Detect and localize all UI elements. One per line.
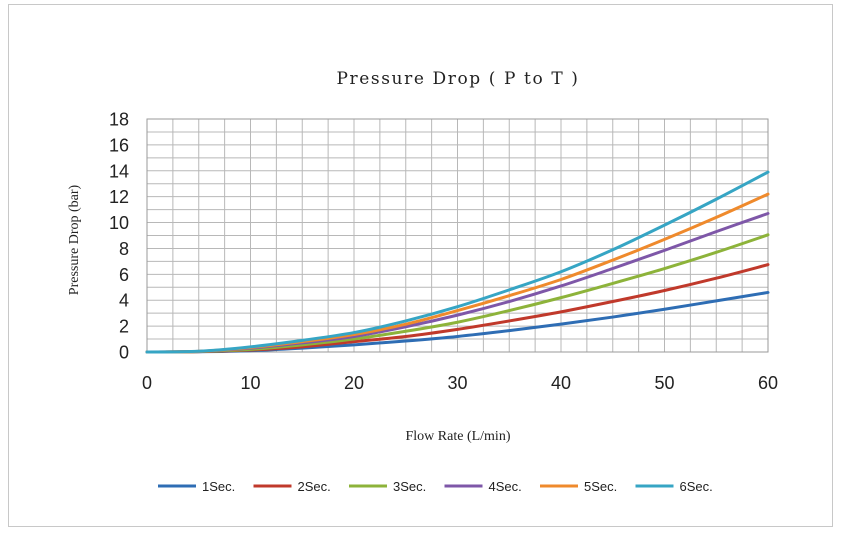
x-tick-label: 30 xyxy=(447,373,467,393)
x-tick-labels: 0 10 20 30 40 50 60 xyxy=(142,373,778,393)
y-tick-label: 12 xyxy=(109,187,129,207)
legend-label: 2Sec. xyxy=(298,479,331,494)
x-tick-label: 50 xyxy=(654,373,674,393)
y-tick-label: 16 xyxy=(109,135,129,155)
grid xyxy=(146,118,769,353)
legend-label: 1Sec. xyxy=(202,479,235,494)
y-tick-labels: 0 2 4 6 8 10 12 14 16 18 xyxy=(109,110,129,363)
x-tick-label: 60 xyxy=(758,373,778,393)
y-tick-label: 8 xyxy=(119,239,129,259)
legend-label: 5Sec. xyxy=(584,479,617,494)
legend-label: 6Sec. xyxy=(680,479,713,494)
y-tick-label: 14 xyxy=(109,161,129,181)
y-axis-label: Pressure Drop (bar) xyxy=(67,184,82,295)
x-tick-label: 10 xyxy=(240,373,260,393)
chart-frame xyxy=(8,4,833,527)
y-tick-label: 6 xyxy=(119,265,129,285)
legend-label: 3Sec. xyxy=(393,479,426,494)
series-lines xyxy=(145,170,770,354)
y-tick-label: 4 xyxy=(119,291,129,311)
y-tick-label: 18 xyxy=(109,110,129,130)
x-tick-label: 40 xyxy=(551,373,571,393)
series-line-6sec xyxy=(145,170,770,354)
legend: 1Sec. 2Sec. 3Sec. 4Sec. 5Sec. 6Sec. xyxy=(158,479,713,494)
chart-title: Pressure Drop ( P to T ) xyxy=(336,69,579,89)
x-tick-label: 0 xyxy=(142,373,152,393)
x-tick-label: 20 xyxy=(344,373,364,393)
y-tick-label: 2 xyxy=(119,317,129,337)
legend-label: 4Sec. xyxy=(489,479,522,494)
y-tick-label: 0 xyxy=(119,343,129,363)
x-axis-label: Flow Rate (L/min) xyxy=(406,429,511,444)
y-tick-label: 10 xyxy=(109,213,129,233)
